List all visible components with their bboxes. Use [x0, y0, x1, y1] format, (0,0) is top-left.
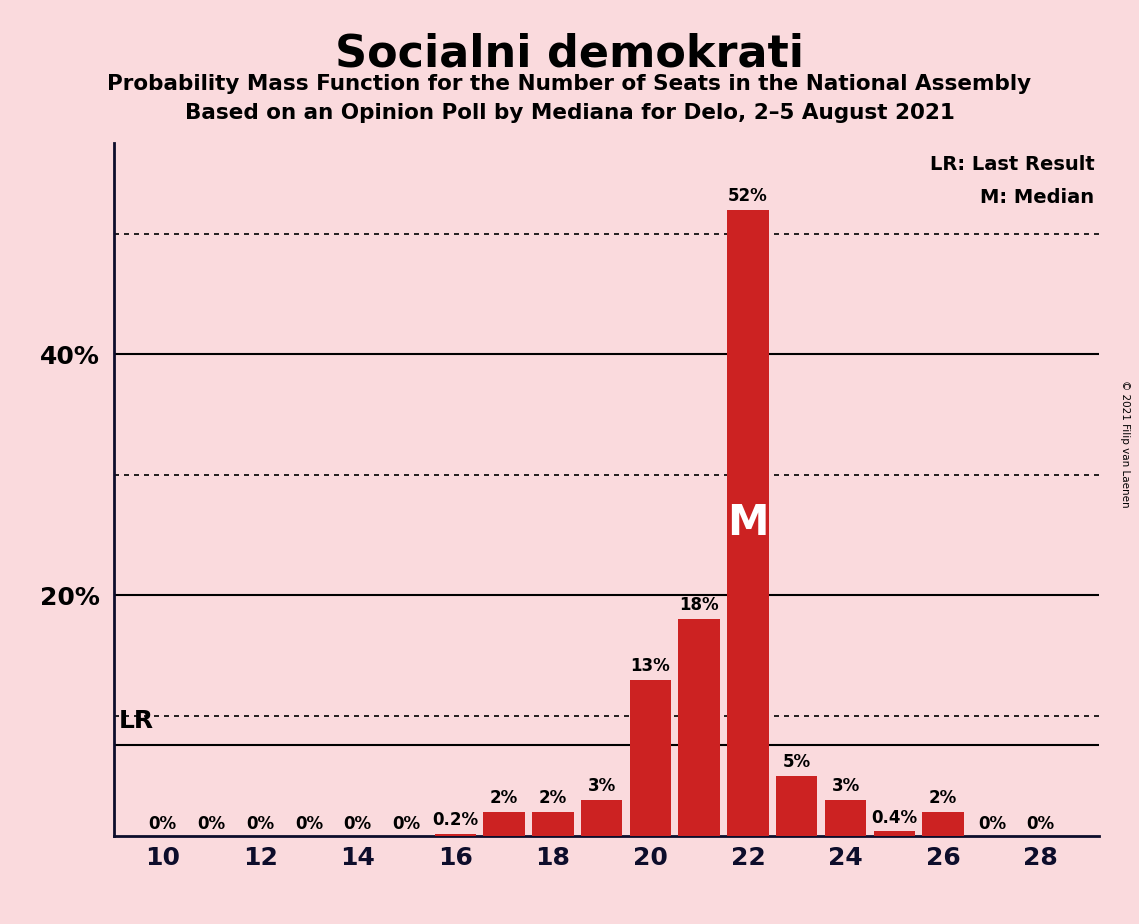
Text: 5%: 5%	[782, 753, 811, 772]
Text: 52%: 52%	[728, 187, 768, 205]
Text: Based on an Opinion Poll by Mediana for Delo, 2–5 August 2021: Based on an Opinion Poll by Mediana for …	[185, 103, 954, 124]
Text: 0%: 0%	[393, 815, 420, 833]
Text: 3%: 3%	[588, 777, 616, 796]
Text: 0%: 0%	[295, 815, 323, 833]
Text: 0%: 0%	[148, 815, 177, 833]
Text: M: Median: M: Median	[981, 188, 1095, 207]
Text: 0%: 0%	[197, 815, 226, 833]
Bar	[776, 776, 818, 836]
Text: Socialni demokrati: Socialni demokrati	[335, 32, 804, 76]
Bar	[874, 832, 915, 836]
Bar	[679, 619, 720, 836]
Text: 13%: 13%	[631, 657, 670, 675]
Text: M: M	[727, 502, 769, 544]
Text: 2%: 2%	[490, 789, 518, 808]
Text: LR: Last Result: LR: Last Result	[929, 155, 1095, 175]
Text: 0%: 0%	[977, 815, 1006, 833]
Text: 0%: 0%	[344, 815, 371, 833]
Bar	[581, 800, 622, 836]
Bar	[825, 800, 867, 836]
Bar	[727, 210, 769, 836]
Text: 0.4%: 0.4%	[871, 808, 917, 827]
Text: Probability Mass Function for the Number of Seats in the National Assembly: Probability Mass Function for the Number…	[107, 74, 1032, 94]
Text: © 2021 Filip van Laenen: © 2021 Filip van Laenen	[1121, 380, 1130, 507]
Bar	[435, 833, 476, 836]
Text: 0%: 0%	[1026, 815, 1055, 833]
Text: 18%: 18%	[679, 597, 719, 614]
Bar	[630, 679, 671, 836]
Bar	[923, 812, 964, 836]
Text: LR: LR	[118, 709, 154, 733]
Text: 0%: 0%	[246, 815, 274, 833]
Text: 3%: 3%	[831, 777, 860, 796]
Text: 2%: 2%	[539, 789, 567, 808]
Text: 0.2%: 0.2%	[433, 811, 478, 829]
Bar	[532, 812, 574, 836]
Bar	[483, 812, 525, 836]
Text: 2%: 2%	[929, 789, 957, 808]
